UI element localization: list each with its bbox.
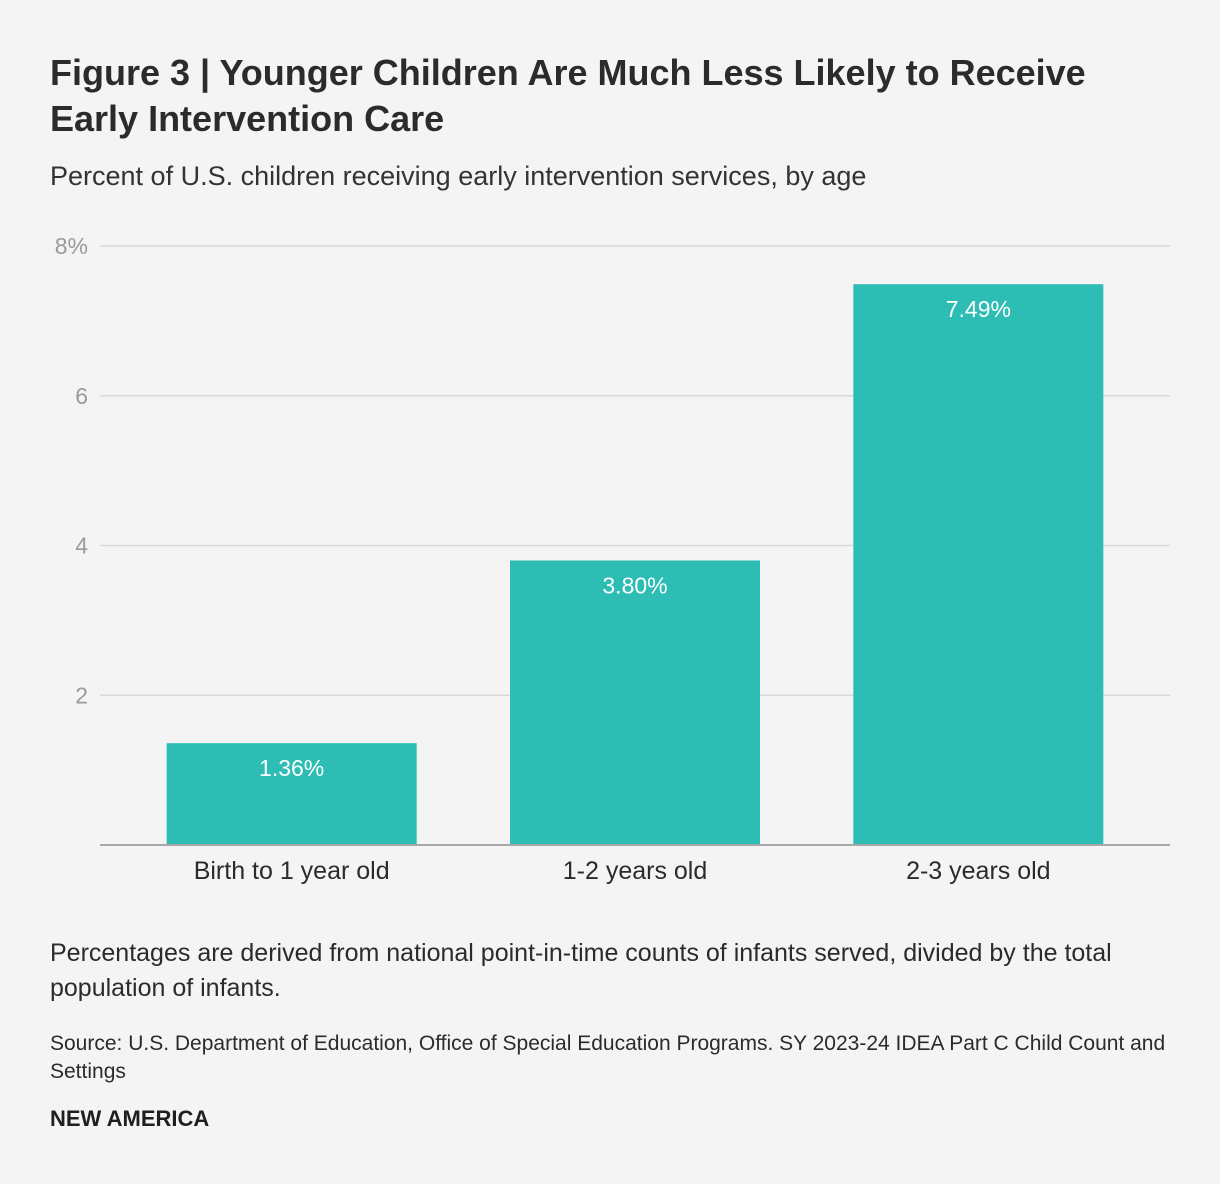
bar-2 <box>853 284 1104 845</box>
x-category-label: 1-2 years old <box>563 857 708 885</box>
x-category-label: Birth to 1 year old <box>194 857 390 885</box>
bar-0 <box>166 743 417 845</box>
y-tick-label: 2 <box>75 682 88 708</box>
chart-subtitle: Percent of U.S. children receiving early… <box>50 161 867 191</box>
labels: 2 4 6 8% 1.36% Birth to 1 year old 3.80% 1-2 ye… <box>55 233 1051 885</box>
chart-source: Source: U.S. Department of Education, Of… <box>50 1032 1166 1083</box>
y-tick-label: 8% <box>55 233 88 259</box>
bar-value-label: 3.80% <box>602 572 667 598</box>
bar-value-label: 1.36% <box>259 755 324 781</box>
chart-note: Percentages are derived from national po… <box>50 939 1112 1002</box>
x-category-label: 2-3 years old <box>906 857 1051 885</box>
y-tick-label: 6 <box>75 383 88 409</box>
bar-value-label: 7.49% <box>946 296 1011 322</box>
bar-1 <box>510 560 760 845</box>
bar-chart: 2 4 6 8% 1.36% Birth to 1 year old 3.80% 1-2 ye… <box>55 233 1170 885</box>
brand-logo-text: NEW AMERICA <box>50 1106 210 1131</box>
bars <box>166 284 1104 845</box>
chart-title: Figure 3 | Younger Children Are Much Les… <box>50 52 1086 139</box>
y-tick-label: 4 <box>75 533 88 559</box>
